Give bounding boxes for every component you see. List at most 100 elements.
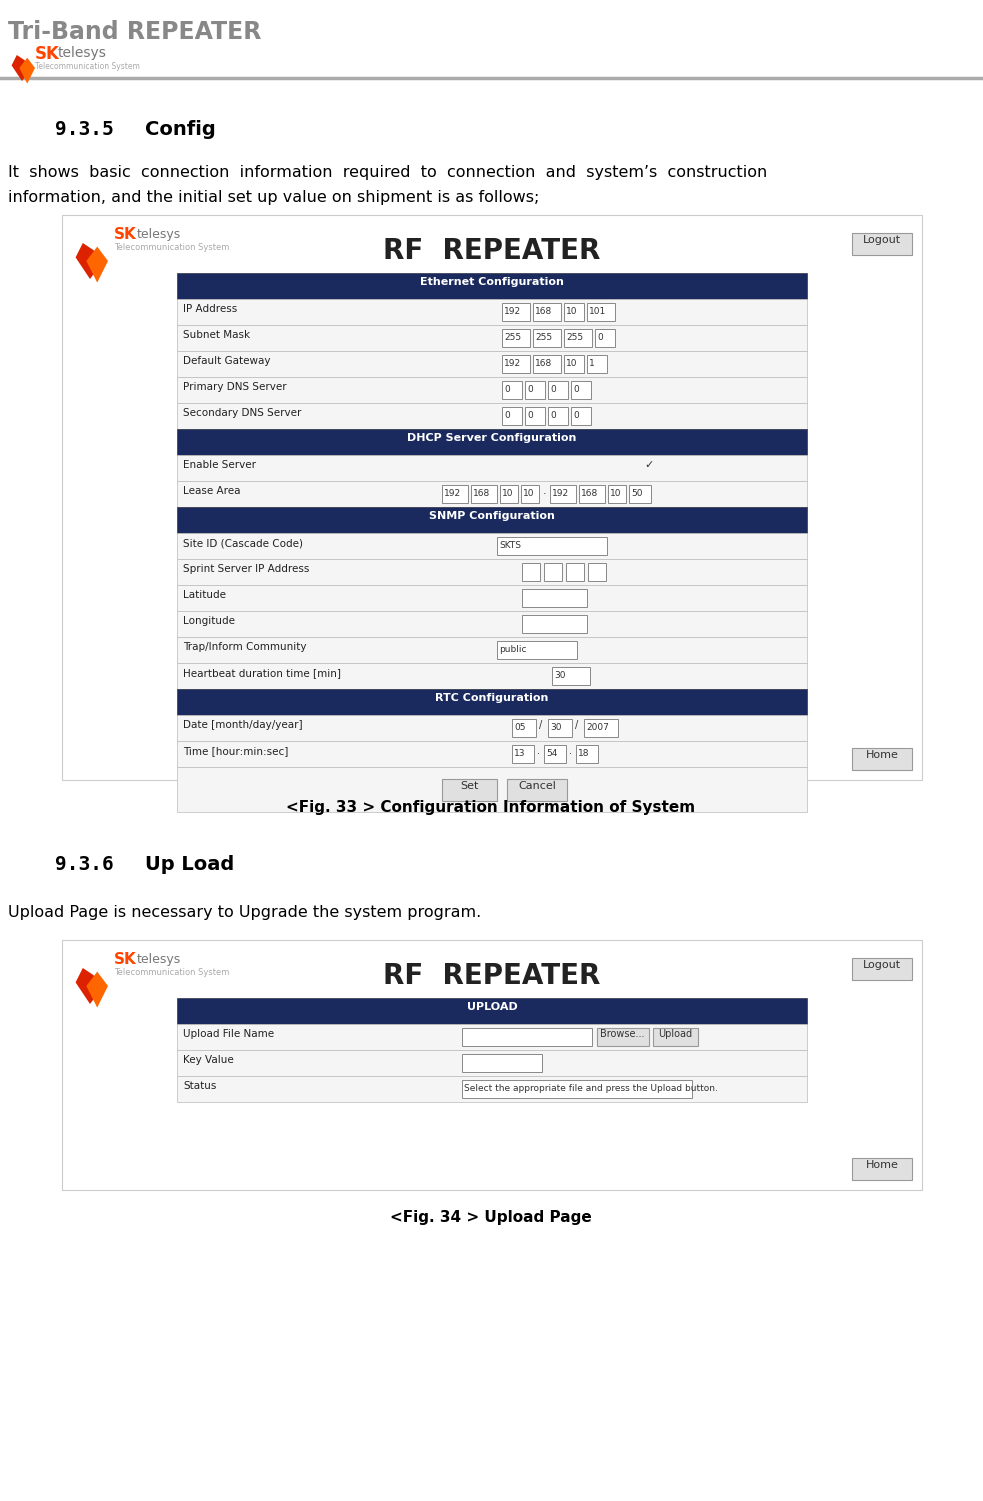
Bar [564,356,584,374]
Text: RF  REPEATER: RF REPEATER [383,962,601,991]
Text: RTC Configuration: RTC Configuration [435,693,549,702]
Text: /: / [539,720,543,729]
Text: Tri-Band REPEATER: Tri-Band REPEATER [8,20,261,44]
Text: IP Address: IP Address [183,305,237,314]
Text: 54: 54 [546,749,557,758]
Text: telesys: telesys [58,47,107,60]
Bar [462,1028,592,1046]
Bar [507,779,567,802]
Bar [548,407,568,425]
Bar [587,303,615,321]
Bar [512,719,536,737]
Bar [588,563,606,581]
Text: 0: 0 [527,411,533,420]
Bar [521,485,539,503]
Bar [653,1028,698,1046]
Text: Ethernet Configuration: Ethernet Configuration [420,278,564,287]
Text: Key Value: Key Value [183,1055,234,1066]
Bar [544,744,566,763]
Text: Upload File Name: Upload File Name [183,1030,274,1039]
Text: information, and the initial set up value on shipment is as follows;: information, and the initial set up valu… [8,191,540,206]
Text: 18: 18 [578,749,590,758]
Bar [177,741,807,767]
Text: Site ID (Cascade Code): Site ID (Cascade Code) [183,537,303,548]
Bar [497,537,607,555]
Text: Logout: Logout [863,961,901,970]
Bar [177,767,807,812]
Text: 0: 0 [550,411,555,420]
Bar [502,381,522,399]
Text: Home: Home [866,1160,898,1169]
Text: 168: 168 [535,359,552,368]
Bar [177,663,807,689]
Polygon shape [20,57,35,84]
Text: 0: 0 [573,384,579,393]
Text: It  shows  basic  connection  information  required  to  connection  and  system: It shows basic connection information re… [8,165,768,180]
Bar [177,480,807,507]
Bar [533,356,561,374]
Text: SK: SK [114,227,137,242]
Text: /: / [575,720,578,729]
Text: Browse...: Browse... [600,1030,645,1039]
Text: 192: 192 [504,308,521,317]
Text: 168: 168 [581,489,599,498]
Text: 255: 255 [504,333,521,342]
Bar [587,356,607,374]
Text: UPLOAD: UPLOAD [467,1003,517,1012]
Text: 10: 10 [610,489,621,498]
Text: Telecommunication System: Telecommunication System [35,62,140,71]
Bar [550,485,576,503]
Text: Upload: Upload [658,1030,692,1039]
Text: 30: 30 [550,723,561,732]
Text: 101: 101 [589,308,607,317]
Text: Logout: Logout [863,236,901,245]
Text: 9.3.6: 9.3.6 [55,856,114,874]
Text: 168: 168 [535,308,552,317]
Bar [177,1024,807,1051]
Bar [177,689,807,714]
Text: 0: 0 [597,333,603,342]
Bar [548,381,568,399]
Text: Set: Set [460,781,478,791]
Bar [576,744,598,763]
Text: SK: SK [114,952,137,967]
Bar [177,1076,807,1102]
Text: .: . [569,746,572,757]
Text: Sprint Server IP Address: Sprint Server IP Address [183,564,310,573]
Text: ✓: ✓ [644,459,654,470]
Text: Select the appropriate file and press the Upload button.: Select the appropriate file and press th… [464,1084,718,1093]
Text: 10: 10 [523,489,535,498]
Text: Date [month/day/year]: Date [month/day/year] [183,720,303,729]
Text: SNMP Configuration: SNMP Configuration [429,510,555,521]
Bar [177,611,807,636]
Bar [502,303,530,321]
Bar [177,326,807,351]
Bar [544,563,562,581]
Bar [177,714,807,741]
Text: 0: 0 [573,411,579,420]
Text: 9.3.5: 9.3.5 [55,120,114,140]
Bar [177,351,807,377]
Text: 0: 0 [504,411,510,420]
Bar [177,299,807,326]
Bar [502,407,522,425]
Text: telesys: telesys [137,953,181,967]
Bar [595,329,615,347]
Text: 10: 10 [566,359,577,368]
Text: Time [hour:min:sec]: Time [hour:min:sec] [183,746,288,757]
Text: public: public [499,645,527,654]
Text: <Fig. 33 > Configuration Information of System: <Fig. 33 > Configuration Information of … [286,800,696,815]
Text: 192: 192 [504,359,521,368]
Text: Primary DNS Server: Primary DNS Server [183,381,287,392]
Bar [629,485,651,503]
Text: Upload Page is necessary to Upgrade the system program.: Upload Page is necessary to Upgrade the … [8,905,482,920]
Text: 50: 50 [631,489,643,498]
Text: 1: 1 [589,359,595,368]
Text: 192: 192 [552,489,569,498]
Bar [177,558,807,585]
Text: 0: 0 [504,384,510,393]
Text: SK: SK [35,45,60,63]
Bar [462,1054,542,1072]
Text: Cancel: Cancel [518,781,556,791]
Text: 255: 255 [535,333,552,342]
